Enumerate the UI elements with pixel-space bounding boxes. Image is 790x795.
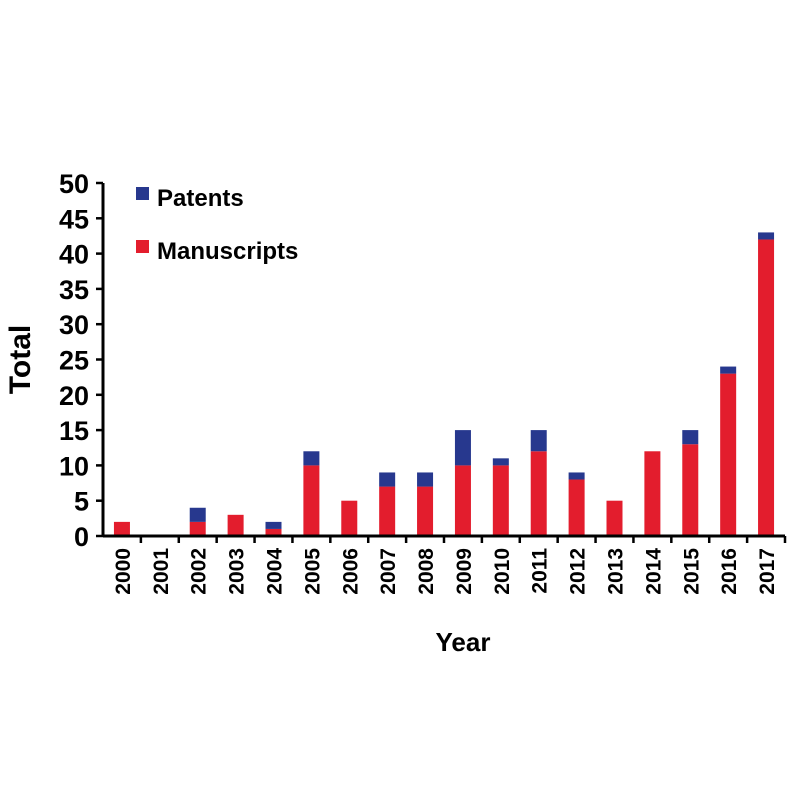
legend-label-manuscripts: Manuscripts	[157, 238, 298, 265]
bar-segment-manuscripts	[303, 465, 320, 536]
legend-swatch-patents	[136, 187, 149, 200]
bar-segment-manuscripts	[379, 486, 396, 536]
bar-segment-manuscripts	[682, 444, 699, 536]
bar-segment-patents	[492, 458, 509, 466]
y-tick-label: 15	[59, 416, 89, 446]
bar-segment-manuscripts	[644, 451, 661, 536]
bar-segment-patents	[454, 430, 471, 466]
x-tick-label: 2014	[642, 548, 665, 595]
x-axis-title: Year	[436, 627, 491, 657]
x-tick-label: 2002	[188, 548, 211, 595]
x-tick-label: 2010	[491, 548, 514, 595]
legend-label-patents: Patents	[157, 185, 244, 212]
bar-segment-manuscripts	[568, 479, 585, 536]
x-tick-label: 2012	[567, 548, 590, 595]
bars-layer	[113, 232, 775, 537]
y-axis-title: Total	[4, 325, 37, 394]
bar-segment-patents	[758, 232, 775, 240]
y-tick-label: 50	[59, 169, 89, 199]
y-tick-label: 10	[59, 451, 89, 481]
bar-segment-manuscripts	[227, 514, 244, 536]
x-tick-label: 2004	[264, 548, 287, 595]
bar-segment-manuscripts	[606, 500, 623, 536]
x-tick-label: 2013	[605, 548, 628, 595]
x-tick-label: 2009	[453, 548, 476, 595]
x-tick-label: 2007	[377, 548, 400, 595]
y-tick-label: 45	[59, 204, 89, 234]
y-tick-label: 35	[59, 275, 89, 305]
bar-segment-patents	[417, 472, 434, 487]
bar-segment-manuscripts	[758, 239, 775, 537]
y-tick-label: 25	[59, 346, 89, 376]
y-ticks: 0 5 10 15 20 25 30 35 40 45 50	[59, 169, 103, 552]
bar-segment-manuscripts	[265, 528, 282, 536]
x-ticks: 2000 2001 2002 2003 2004 2005 2006 2007 2008 2009…	[112, 536, 787, 595]
bar-segment-manuscripts	[720, 373, 737, 536]
bar-segment-manuscripts	[530, 451, 547, 536]
bar-segment-patents	[682, 430, 699, 445]
x-tick-label: 2000	[112, 548, 135, 595]
x-tick-label: 2003	[226, 548, 249, 595]
bar-segment-patents	[379, 472, 396, 487]
x-tick-label: 2015	[680, 548, 703, 595]
x-tick-label: 2016	[718, 548, 741, 595]
x-tick-label: 2017	[756, 548, 779, 595]
bar-segment-patents	[530, 430, 547, 452]
x-tick-label: 2011	[529, 548, 552, 594]
bar-segment-patents	[720, 366, 737, 374]
bar-segment-patents	[265, 521, 282, 529]
legend: Patents Manuscripts	[136, 185, 298, 265]
bar-segment-manuscripts	[454, 465, 471, 536]
y-tick-label: 30	[59, 310, 89, 340]
bar-segment-manuscripts	[492, 465, 509, 536]
y-tick-label: 0	[74, 522, 89, 552]
x-tick-label: 2006	[339, 548, 362, 595]
x-tick-label: 2008	[415, 548, 438, 595]
y-tick-label: 40	[59, 240, 89, 270]
x-tick-label: 2001	[150, 548, 173, 595]
bar-segment-manuscripts	[113, 521, 130, 536]
bar-segment-patents	[303, 451, 320, 466]
bar-segment-patents	[568, 472, 585, 480]
y-tick-label: 5	[74, 487, 89, 517]
bar-segment-manuscripts	[341, 500, 358, 536]
bar-segment-manuscripts	[189, 521, 206, 536]
bar-segment-manuscripts	[417, 486, 434, 536]
legend-swatch-manuscripts	[136, 240, 149, 253]
y-tick-label: 20	[59, 381, 89, 411]
x-tick-label: 2005	[301, 548, 324, 595]
bar-segment-patents	[189, 507, 206, 522]
